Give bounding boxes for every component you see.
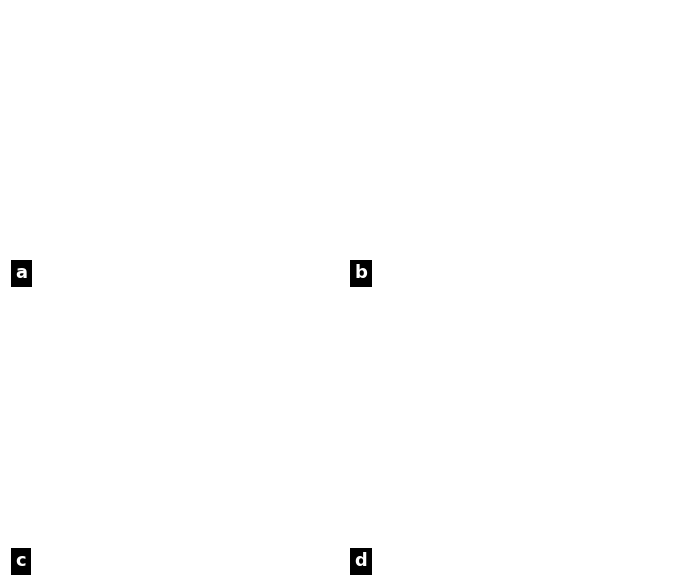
Text: b: b (354, 264, 367, 282)
Text: d: d (354, 553, 367, 571)
Text: a: a (15, 264, 28, 282)
Text: c: c (15, 553, 26, 571)
